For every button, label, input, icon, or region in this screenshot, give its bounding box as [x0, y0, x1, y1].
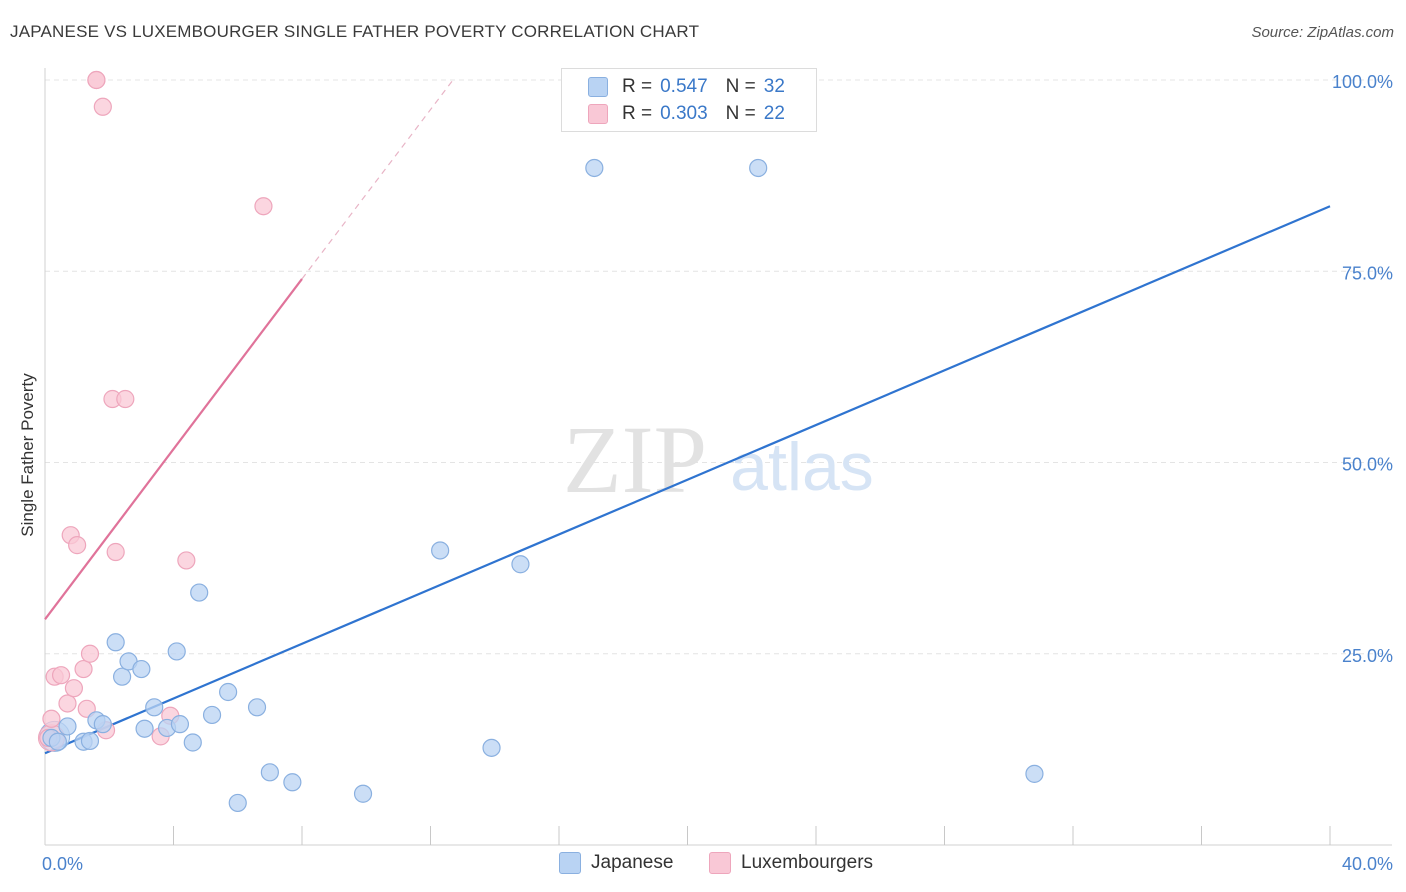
- luxembourger-r-label: R =: [622, 103, 653, 124]
- japanese-trend-line: [44, 205, 1331, 755]
- japanese-point: [202, 705, 222, 725]
- bottom-legend-luxembourger: Luxembourgers: [709, 852, 873, 874]
- luxembourger-point: [42, 709, 61, 728]
- source-label: Source: ZipAtlas.com: [1251, 24, 1394, 41]
- luxembourger-point: [177, 551, 196, 570]
- bottom-legend-japanese: Japanese: [559, 852, 673, 874]
- japanese-point: [228, 793, 247, 813]
- luxembourger-r-value: 0.303: [660, 103, 708, 124]
- japanese-point: [190, 583, 209, 602]
- y-tick-label: 75.0%: [1342, 263, 1393, 283]
- luxembourger-point: [58, 694, 77, 713]
- axes: [44, 68, 1392, 846]
- y-axis-label: Single Father Poverty: [18, 373, 37, 537]
- japanese-point: [106, 633, 125, 652]
- japanese-point: [219, 682, 238, 702]
- luxembourger-n-label: N =: [725, 103, 756, 124]
- japanese-point: [749, 158, 768, 178]
- trend-lines: [44, 79, 1331, 755]
- luxembourger-swatch: [588, 104, 608, 124]
- japanese-r-value: 0.547: [660, 76, 708, 97]
- x-tick-labels: 0.0% 40.0%: [42, 854, 1393, 874]
- legend-row-luxembourger: R = 0.303 N = 22: [588, 102, 785, 126]
- luxembourger-point: [116, 389, 135, 409]
- chart-title: JAPANESE VS LUXEMBOURGER SINGLE FATHER P…: [10, 22, 700, 41]
- y-tick-labels: 25.0% 50.0% 75.0% 100.0%: [1332, 72, 1393, 666]
- luxembourger-point: [64, 679, 84, 698]
- japanese-point: [283, 773, 302, 792]
- luxembourger-n-value: 22: [763, 103, 785, 124]
- bottom-luxembourger-label: Luxembourgers: [741, 852, 874, 873]
- japanese-r-label: R =: [622, 76, 653, 97]
- japanese-point: [511, 555, 530, 574]
- japanese-point: [247, 698, 267, 717]
- japanese-n-label: N =: [725, 76, 756, 97]
- luxembourger-point: [254, 197, 273, 216]
- luxembourger-point: [80, 644, 100, 663]
- japanese-point: [48, 732, 67, 751]
- japanese-point: [482, 738, 501, 757]
- watermark-atlas: atlas: [730, 429, 874, 505]
- data-points: [37, 70, 1044, 813]
- luxembourger-point: [68, 536, 87, 555]
- japanese-point: [145, 698, 164, 717]
- japanese-point: [183, 733, 202, 752]
- japanese-point: [1025, 764, 1044, 783]
- x-tick-label-max: 40.0%: [1342, 854, 1393, 874]
- correlation-legend: R = 0.547 N = 32 R = 0.303 N = 22: [561, 68, 817, 132]
- japanese-point: [132, 659, 151, 679]
- japanese-point: [585, 158, 604, 178]
- luxembourger-trend-line: [44, 278, 303, 620]
- japanese-point: [431, 541, 450, 560]
- japanese-point: [260, 763, 279, 782]
- watermark: ZIP atlas: [563, 406, 874, 513]
- japanese-point: [353, 784, 373, 803]
- y-tick-label: 100.0%: [1332, 72, 1393, 92]
- x-tick-label-min: 0.0%: [42, 854, 83, 874]
- japanese-n-value: 32: [763, 76, 785, 97]
- luxembourger-point: [87, 70, 106, 90]
- legend-row-japanese: R = 0.547 N = 32: [588, 75, 785, 99]
- luxembourger-point: [93, 97, 112, 116]
- japanese-point: [93, 715, 112, 734]
- gridlines: [45, 79, 1392, 655]
- y-tick-label: 25.0%: [1342, 646, 1393, 666]
- bottom-japanese-swatch: [559, 852, 581, 874]
- japanese-point: [135, 719, 154, 738]
- luxembourger-point: [106, 542, 125, 562]
- y-tick-label: 50.0%: [1342, 455, 1393, 475]
- luxembourger-trend-extension: [301, 79, 454, 280]
- japanese-point: [112, 667, 132, 686]
- luxembourger-point: [74, 659, 93, 679]
- japanese-swatch: [588, 77, 608, 97]
- bottom-japanese-label: Japanese: [591, 852, 674, 873]
- japanese-point: [80, 731, 100, 751]
- luxembourger-point: [51, 666, 71, 685]
- watermark-zip: ZIP: [563, 406, 707, 513]
- bottom-luxembourger-swatch: [709, 852, 731, 874]
- japanese-point: [58, 717, 77, 736]
- japanese-point: [170, 715, 190, 734]
- japanese-point: [167, 642, 186, 661]
